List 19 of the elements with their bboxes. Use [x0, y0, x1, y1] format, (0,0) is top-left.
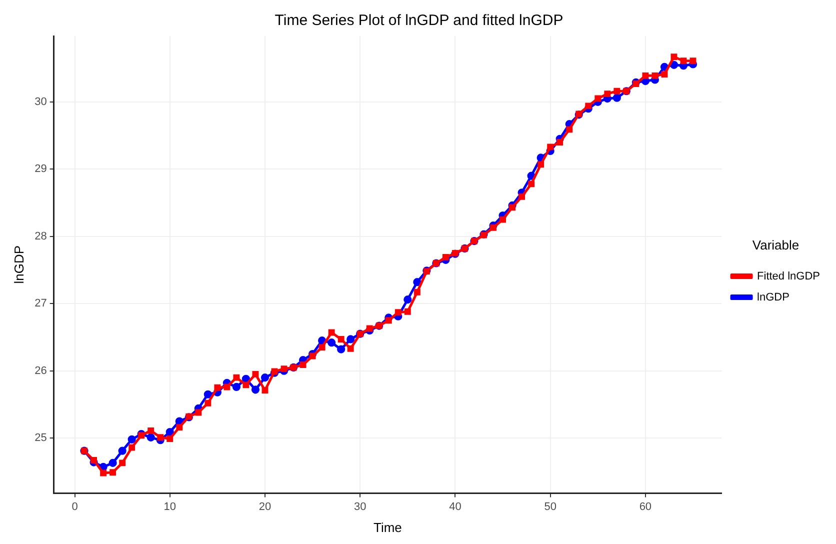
y-tick-label: 28: [34, 230, 47, 242]
x-tick-label: 20: [258, 500, 272, 513]
y-axis-title: lnGDP: [11, 245, 26, 284]
y-tick-label: 29: [34, 163, 47, 176]
x-tick-label: 30: [354, 500, 366, 513]
y-tick-label: 27: [34, 298, 47, 310]
x-axis-title: Time: [373, 520, 402, 535]
x-tick-label: 0: [72, 500, 78, 513]
x-tick-label: 60: [639, 500, 652, 513]
x-tick-label: 50: [544, 500, 556, 513]
y-tick-label: 26: [34, 364, 47, 377]
chart-title: Time Series Plot of lnGDP and fitted lnGDP: [274, 12, 564, 30]
legend-label: lnGDP: [757, 291, 790, 304]
y-tick-label: 30: [34, 96, 47, 108]
x-tick-label: 10: [164, 500, 176, 513]
x-tick-label: 40: [449, 500, 462, 513]
legend-title: Variable: [752, 237, 800, 252]
y-tick-label: 25: [34, 432, 47, 444]
legend-label: Fitted lnGDP: [757, 270, 820, 282]
